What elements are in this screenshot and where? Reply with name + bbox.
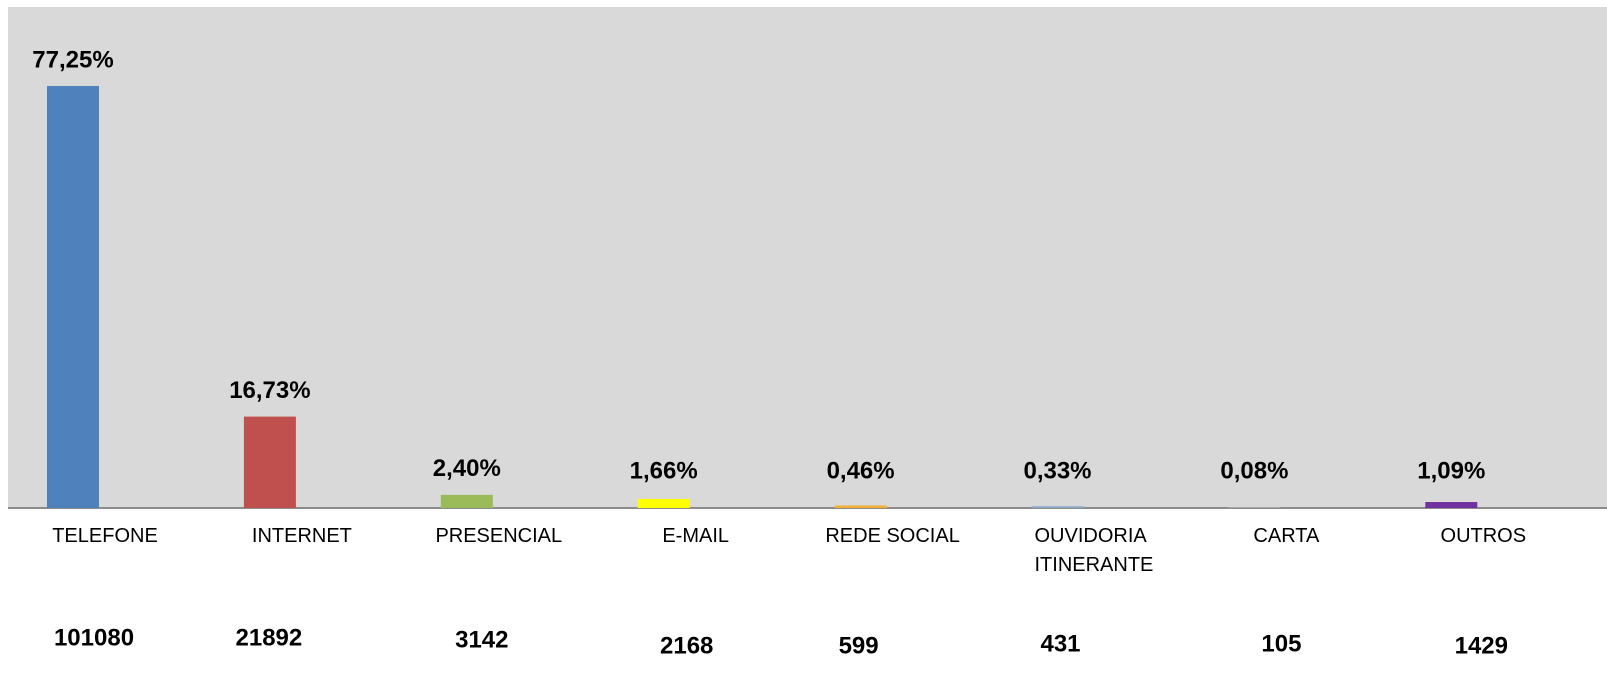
bar bbox=[440, 494, 493, 508]
category-label: CARTA bbox=[1253, 525, 1320, 547]
bar bbox=[1425, 502, 1478, 508]
value-label: 2,40% bbox=[433, 455, 501, 482]
count-label: 3142 bbox=[455, 626, 508, 653]
bar bbox=[243, 416, 296, 508]
bar bbox=[637, 498, 690, 508]
count-label: 101080 bbox=[54, 624, 134, 651]
count-label: 1429 bbox=[1455, 632, 1508, 659]
category-label: OUVIDORIA ITINERANTE bbox=[1034, 525, 1154, 576]
category-label: INTERNET bbox=[251, 525, 352, 547]
category-label: TELEFONE bbox=[52, 525, 158, 547]
bar bbox=[834, 505, 887, 508]
value-label: 0,46% bbox=[827, 457, 895, 484]
value-label: 16,73% bbox=[229, 377, 310, 404]
category-label: OUTROS bbox=[1440, 525, 1527, 547]
count-label: 21892 bbox=[236, 624, 303, 651]
value-label: 1,66% bbox=[630, 457, 698, 484]
category-label: REDE SOCIAL bbox=[825, 525, 960, 547]
category-label: PRESENCIAL bbox=[435, 525, 563, 547]
count-label: 599 bbox=[839, 632, 879, 659]
value-label: 1,09% bbox=[1417, 457, 1485, 484]
bar bbox=[1031, 506, 1084, 508]
count-label: 431 bbox=[1040, 630, 1080, 657]
value-label: 0,08% bbox=[1220, 457, 1288, 484]
count-label: 105 bbox=[1261, 630, 1301, 657]
value-label: 0,33% bbox=[1023, 457, 1091, 484]
value-label: 77,25% bbox=[32, 46, 113, 73]
bar bbox=[47, 85, 99, 509]
category-label: E-MAIL bbox=[662, 525, 730, 547]
count-label: 2168 bbox=[660, 632, 713, 659]
